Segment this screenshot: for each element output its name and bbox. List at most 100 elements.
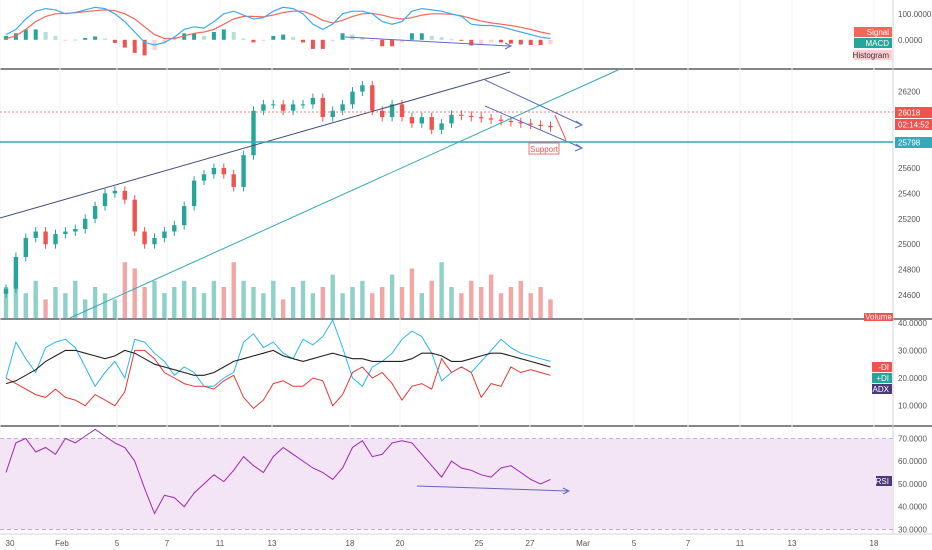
channel-arrowhead: [574, 120, 584, 129]
volume-bar: [350, 287, 355, 318]
candle-body: [508, 120, 514, 123]
volume-bar: [528, 293, 533, 318]
price-tick-label: 24800: [898, 266, 921, 275]
macd-histogram-bar: [330, 39, 335, 42]
time-axis-label: 30: [6, 539, 15, 548]
macd-histogram-bar: [281, 34, 286, 40]
volume-bar: [409, 268, 415, 318]
candle-body: [211, 167, 217, 175]
macd-histogram-bar: [13, 33, 18, 40]
candle-body: [380, 110, 385, 118]
macd-histogram-bar: [320, 39, 325, 49]
macd-histogram-bar: [261, 39, 266, 41]
macd-histogram-bar: [499, 39, 503, 43]
volume-bar: [191, 287, 197, 318]
volume-bar: [271, 280, 276, 318]
macd-histogram-bar: [449, 39, 454, 41]
volume-bar: [182, 280, 187, 318]
volume-bar: [73, 280, 78, 318]
candle-body: [132, 199, 137, 232]
macd-histogram-bar: [172, 38, 177, 40]
candle-body: [142, 231, 147, 245]
macd-histogram-bar: [202, 35, 206, 40]
macd-histogram-bar: [83, 37, 88, 40]
macd-histogram-bar: [310, 39, 315, 49]
macd-histogram-bar: [340, 33, 345, 40]
dmi-tick-label: 20.0000: [898, 374, 927, 383]
time-axis-label: 7: [686, 539, 691, 548]
candle-body: [73, 228, 78, 232]
macd-histogram-bar: [548, 39, 553, 45]
macd-histogram-bar: [400, 39, 404, 43]
volume-bar: [389, 274, 395, 318]
volume-bar: [459, 293, 464, 318]
volume-bar: [102, 293, 108, 318]
upper-trendline: [0, 71, 511, 219]
countdown-tag: [895, 119, 932, 130]
macd-histogram-bar: [142, 39, 147, 56]
candle-body: [429, 117, 434, 130]
macd-histogram-bar: [211, 32, 216, 40]
macd-legend-label: Histogram: [853, 51, 890, 60]
candle-body: [251, 110, 256, 156]
rsi-tick-label: 60.0000: [898, 457, 927, 466]
volume-bar: [112, 299, 118, 318]
macd-legend-tag: [854, 27, 892, 37]
time-axis-label: 5: [115, 539, 120, 548]
candle-body: [389, 104, 395, 118]
time-axis-label: 5: [632, 539, 637, 548]
macd-histogram-bar: [182, 33, 187, 40]
macd-histogram-bar: [291, 37, 296, 40]
support-arrow: [554, 114, 567, 141]
volume-bar: [33, 280, 38, 318]
candle-body: [320, 97, 325, 118]
macd-histogram-bar: [439, 37, 444, 40]
price-tick-label: 25000: [898, 240, 921, 249]
candle-body: [518, 122, 523, 124]
volume-bar: [518, 280, 523, 318]
candle-body: [63, 231, 68, 235]
volume-bar: [330, 274, 335, 318]
candle-body: [479, 117, 484, 119]
candle-body: [528, 123, 533, 125]
volume-bar: [380, 287, 385, 318]
rsi-tick-label: 50.0000: [898, 480, 927, 489]
volume-bar: [152, 280, 157, 318]
macd-histogram-bar: [33, 29, 38, 40]
price-tick-label: 25400: [898, 189, 921, 198]
macd-histogram-bar: [73, 39, 78, 41]
macd-histogram-bar: [409, 33, 414, 40]
volume-bar: [172, 287, 177, 318]
candle-body: [538, 124, 543, 126]
macd-histogram-bar: [53, 35, 58, 40]
volume-bar: [488, 274, 494, 318]
dmi-legend-label: +DI: [876, 374, 889, 383]
candle-body: [152, 237, 157, 245]
macd-histogram-bar: [429, 35, 434, 40]
candle-body: [290, 104, 296, 111]
volume-bar: [429, 280, 434, 318]
candle-body: [33, 231, 38, 238]
macd-histogram-bar: [370, 39, 375, 41]
macd-histogram-bar: [241, 38, 246, 40]
volume-bar: [201, 293, 207, 318]
macd-histogram-bar: [93, 36, 98, 40]
volume-bar: [251, 287, 256, 318]
candle-body: [399, 104, 405, 118]
macd-histogram-bar: [112, 39, 117, 43]
macd-signal-line: [5, 9, 551, 40]
dmi-legend-tag: [872, 384, 892, 394]
macd-histogram-bar: [489, 39, 494, 43]
dmi-legend-label: ADX: [873, 385, 890, 394]
volume-bar: [63, 293, 68, 318]
volume-bar: [419, 293, 424, 318]
time-axis-label: 20: [396, 539, 405, 548]
volume-bar: [162, 293, 167, 318]
time-axis-label: 11: [216, 539, 225, 548]
candle-body: [221, 167, 226, 175]
candle-body: [419, 117, 424, 124]
volume-bar: [449, 287, 454, 318]
minus-di-line: [5, 349, 551, 410]
